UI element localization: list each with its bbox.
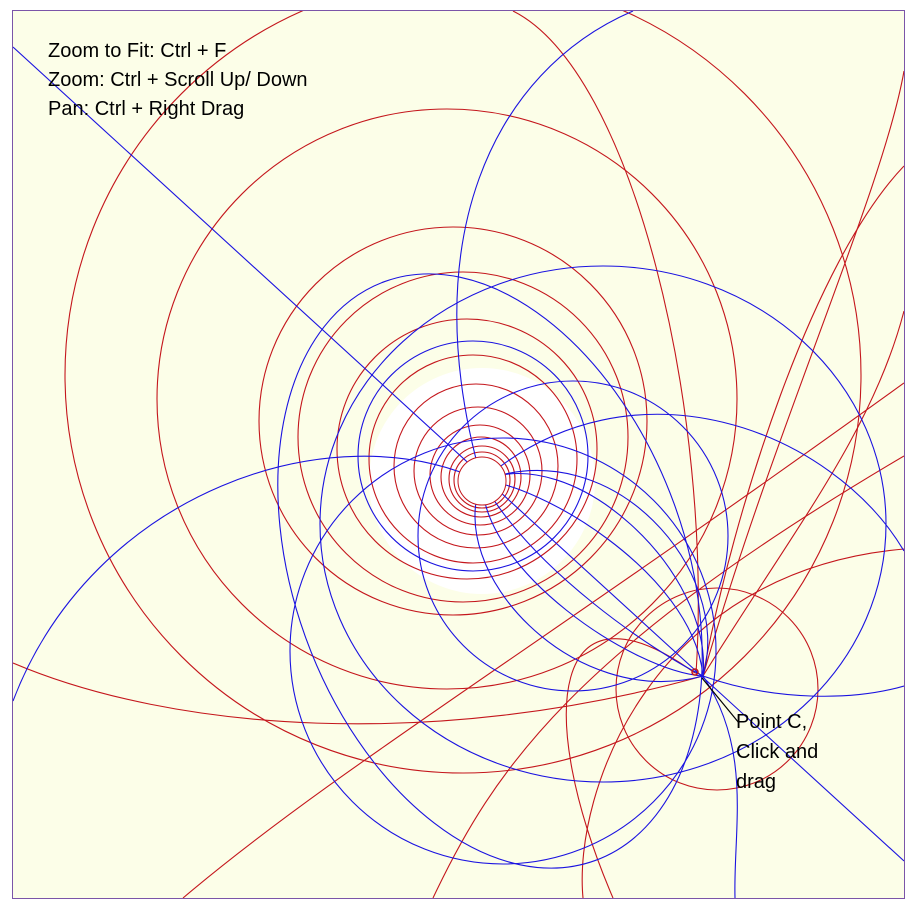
red-curve: [565, 638, 696, 898]
red-curve: [448, 445, 516, 513]
blue-curve: [481, 469, 709, 677]
blue-curve: [481, 480, 704, 677]
red-curve: [64, 11, 862, 774]
point-c-marker[interactable]: [691, 668, 699, 676]
blue-curve-family: [13, 11, 904, 898]
red-curve: [512, 11, 699, 675]
point-c-label-line3: drag: [736, 771, 777, 793]
red-curve: [297, 271, 629, 603]
red-curve: [702, 70, 904, 677]
point-c-label-line1: Point C,: [736, 711, 808, 733]
blue-curve: [481, 480, 704, 677]
point-c-label-line2: Click and: [736, 741, 819, 763]
blue-curve: [474, 480, 704, 682]
help-zoom: Zoom: Ctrl + Scroll Up/ Down: [48, 69, 308, 91]
diagram-canvas[interactable]: [12, 10, 905, 899]
blue-curve: [702, 675, 738, 898]
red-curve: [702, 165, 904, 677]
red-curve: [615, 587, 819, 791]
blue-curve: [456, 11, 634, 482]
red-curve: [156, 108, 738, 690]
red-curve: [258, 226, 648, 616]
blue-curve: [13, 455, 483, 702]
blue-curve: [13, 46, 904, 862]
field-lines-plot[interactable]: [13, 11, 904, 898]
red-curve-family: [13, 11, 904, 898]
red-curve: [336, 318, 598, 580]
red-curve: [13, 662, 704, 725]
red-curve: [182, 382, 904, 898]
blue-curve: [417, 380, 729, 692]
blue-curve: [481, 413, 904, 552]
red-curve: [440, 436, 522, 518]
blue-curve: [702, 675, 904, 697]
red-curve: [702, 310, 904, 677]
point-c-label: Point C, Click and drag: [736, 707, 818, 797]
blue-curve: [481, 480, 704, 677]
point-c-pointer: [701, 677, 740, 724]
red-curve: [393, 383, 559, 549]
help-pan: Pan: Ctrl + Right Drag: [48, 98, 245, 120]
center-point: [457, 456, 507, 506]
red-curve: [453, 451, 511, 509]
red-curve: [581, 548, 904, 898]
blue-curve: [277, 273, 703, 869]
blue-curve: [289, 437, 717, 865]
help-zoom-fit: Zoom to Fit: Ctrl + F: [48, 40, 227, 62]
blue-curve: [481, 473, 704, 677]
red-curve: [368, 354, 578, 564]
